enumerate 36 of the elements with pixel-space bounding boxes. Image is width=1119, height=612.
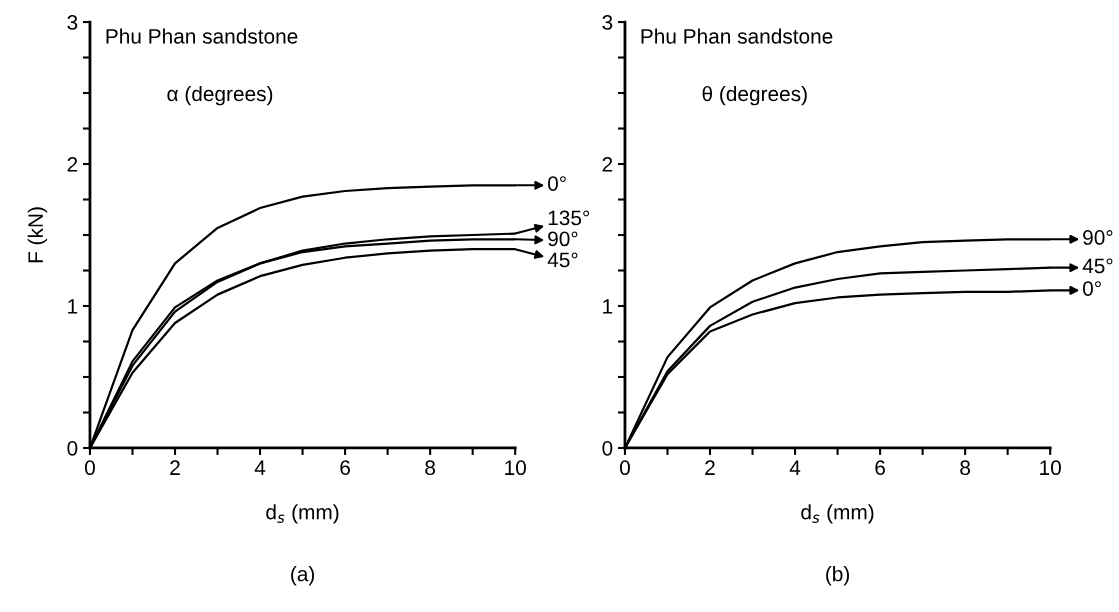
y-tick-label: 0 bbox=[67, 440, 78, 456]
x-tick-label: 0 bbox=[619, 460, 630, 476]
y-tick-label: 2 bbox=[67, 157, 78, 172]
x-tick-label: 4 bbox=[254, 460, 266, 475]
y-tick-label: 1 bbox=[68, 299, 78, 314]
legend-label: 45° bbox=[1082, 258, 1113, 274]
legend-label: 0° bbox=[1083, 281, 1101, 296]
x-tick-label: 2 bbox=[705, 460, 715, 475]
y-axis-title: F (kN) bbox=[27, 207, 48, 263]
y-tick-label: 2 bbox=[602, 157, 613, 172]
y-tick-label: 1 bbox=[603, 299, 613, 314]
y-tick-label: 0 bbox=[602, 440, 613, 456]
x-axis-title: d$_{s}$ (mm) bbox=[801, 504, 874, 524]
x-tick-label: 0 bbox=[84, 460, 95, 476]
annotation: α (degrees) bbox=[167, 85, 273, 106]
x-tick-label: 10 bbox=[1040, 460, 1061, 476]
legend-label: 90° bbox=[548, 231, 578, 247]
x-axis-title: d$_{s}$ (mm) bbox=[266, 504, 339, 524]
x-tick-label: 8 bbox=[425, 460, 436, 476]
x-tick-label: 6 bbox=[875, 460, 885, 476]
x-tick-label: 8 bbox=[960, 460, 971, 476]
annotation: Phu Phan sandstone bbox=[641, 28, 833, 44]
legend-label: 135° bbox=[548, 210, 590, 226]
y-tick-label: 3 bbox=[602, 15, 613, 30]
x-tick-label: 6 bbox=[340, 460, 350, 476]
y-tick-label: 3 bbox=[67, 15, 78, 30]
x-tick-label: 2 bbox=[170, 460, 180, 475]
text: (a) bbox=[291, 566, 315, 586]
x-tick-label: 10 bbox=[505, 460, 526, 476]
x-tick-label: 4 bbox=[789, 460, 801, 475]
legend-label: 0° bbox=[548, 176, 566, 191]
text: (b) bbox=[826, 566, 850, 586]
legend-label: 45° bbox=[547, 252, 578, 268]
legend-label: 90° bbox=[1083, 230, 1113, 245]
annotation: θ (degrees) bbox=[702, 85, 807, 106]
annotation: Phu Phan sandstone bbox=[106, 28, 298, 44]
